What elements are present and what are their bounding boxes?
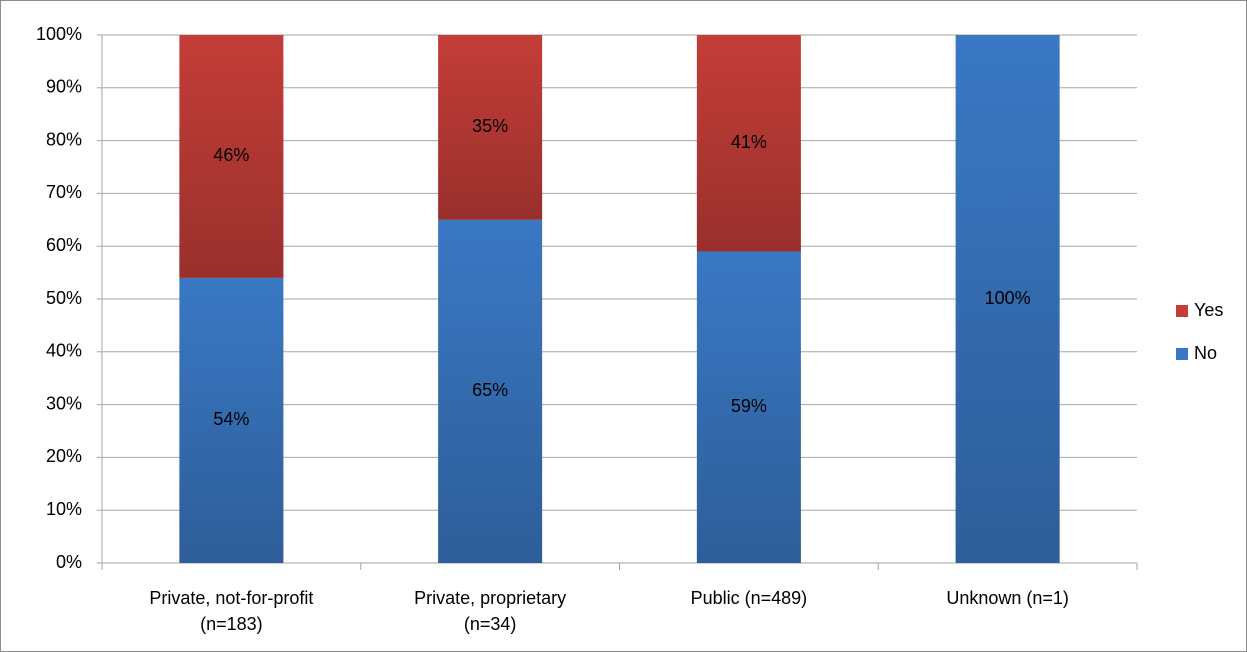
- y-tick-label: 70%: [46, 182, 82, 202]
- bar-shade: [179, 277, 284, 563]
- y-tick-label: 0%: [56, 552, 82, 572]
- x-tick-label: Private, not-for-profit (n=183): [149, 588, 313, 634]
- data-label: 46%: [213, 145, 249, 165]
- y-tick-label: 20%: [46, 446, 82, 466]
- bar-shade: [955, 35, 1060, 563]
- y-tick-label: 10%: [46, 499, 82, 519]
- bar-shade: [438, 35, 543, 220]
- y-tick-label: 90%: [46, 77, 82, 97]
- y-tick-label: 60%: [46, 235, 82, 255]
- bar-shade: [179, 35, 284, 278]
- y-tick-label: 50%: [46, 288, 82, 308]
- data-label: 54%: [213, 409, 249, 429]
- data-label: 35%: [472, 116, 508, 136]
- bar-shade: [696, 35, 801, 252]
- x-tick-label: Unknown (n=1): [946, 588, 1069, 608]
- bar-shade: [696, 251, 801, 564]
- data-label: 100%: [985, 288, 1031, 308]
- y-tick-label: 40%: [46, 341, 82, 361]
- legend-label: No: [1194, 343, 1217, 363]
- data-label: 41%: [731, 132, 767, 152]
- legend-label: Yes: [1194, 300, 1223, 320]
- legend-swatch: [1176, 348, 1188, 360]
- y-tick-label: 30%: [46, 393, 82, 413]
- data-label: 59%: [731, 396, 767, 416]
- y-tick-label: 100%: [36, 24, 82, 44]
- bar-shade: [438, 219, 543, 564]
- x-tick-label: Public (n=489): [691, 588, 808, 608]
- legend-swatch: [1176, 305, 1188, 317]
- data-label: 65%: [472, 380, 508, 400]
- x-tick-label: Private, proprietary (n=34): [414, 588, 566, 634]
- y-tick-label: 80%: [46, 129, 82, 149]
